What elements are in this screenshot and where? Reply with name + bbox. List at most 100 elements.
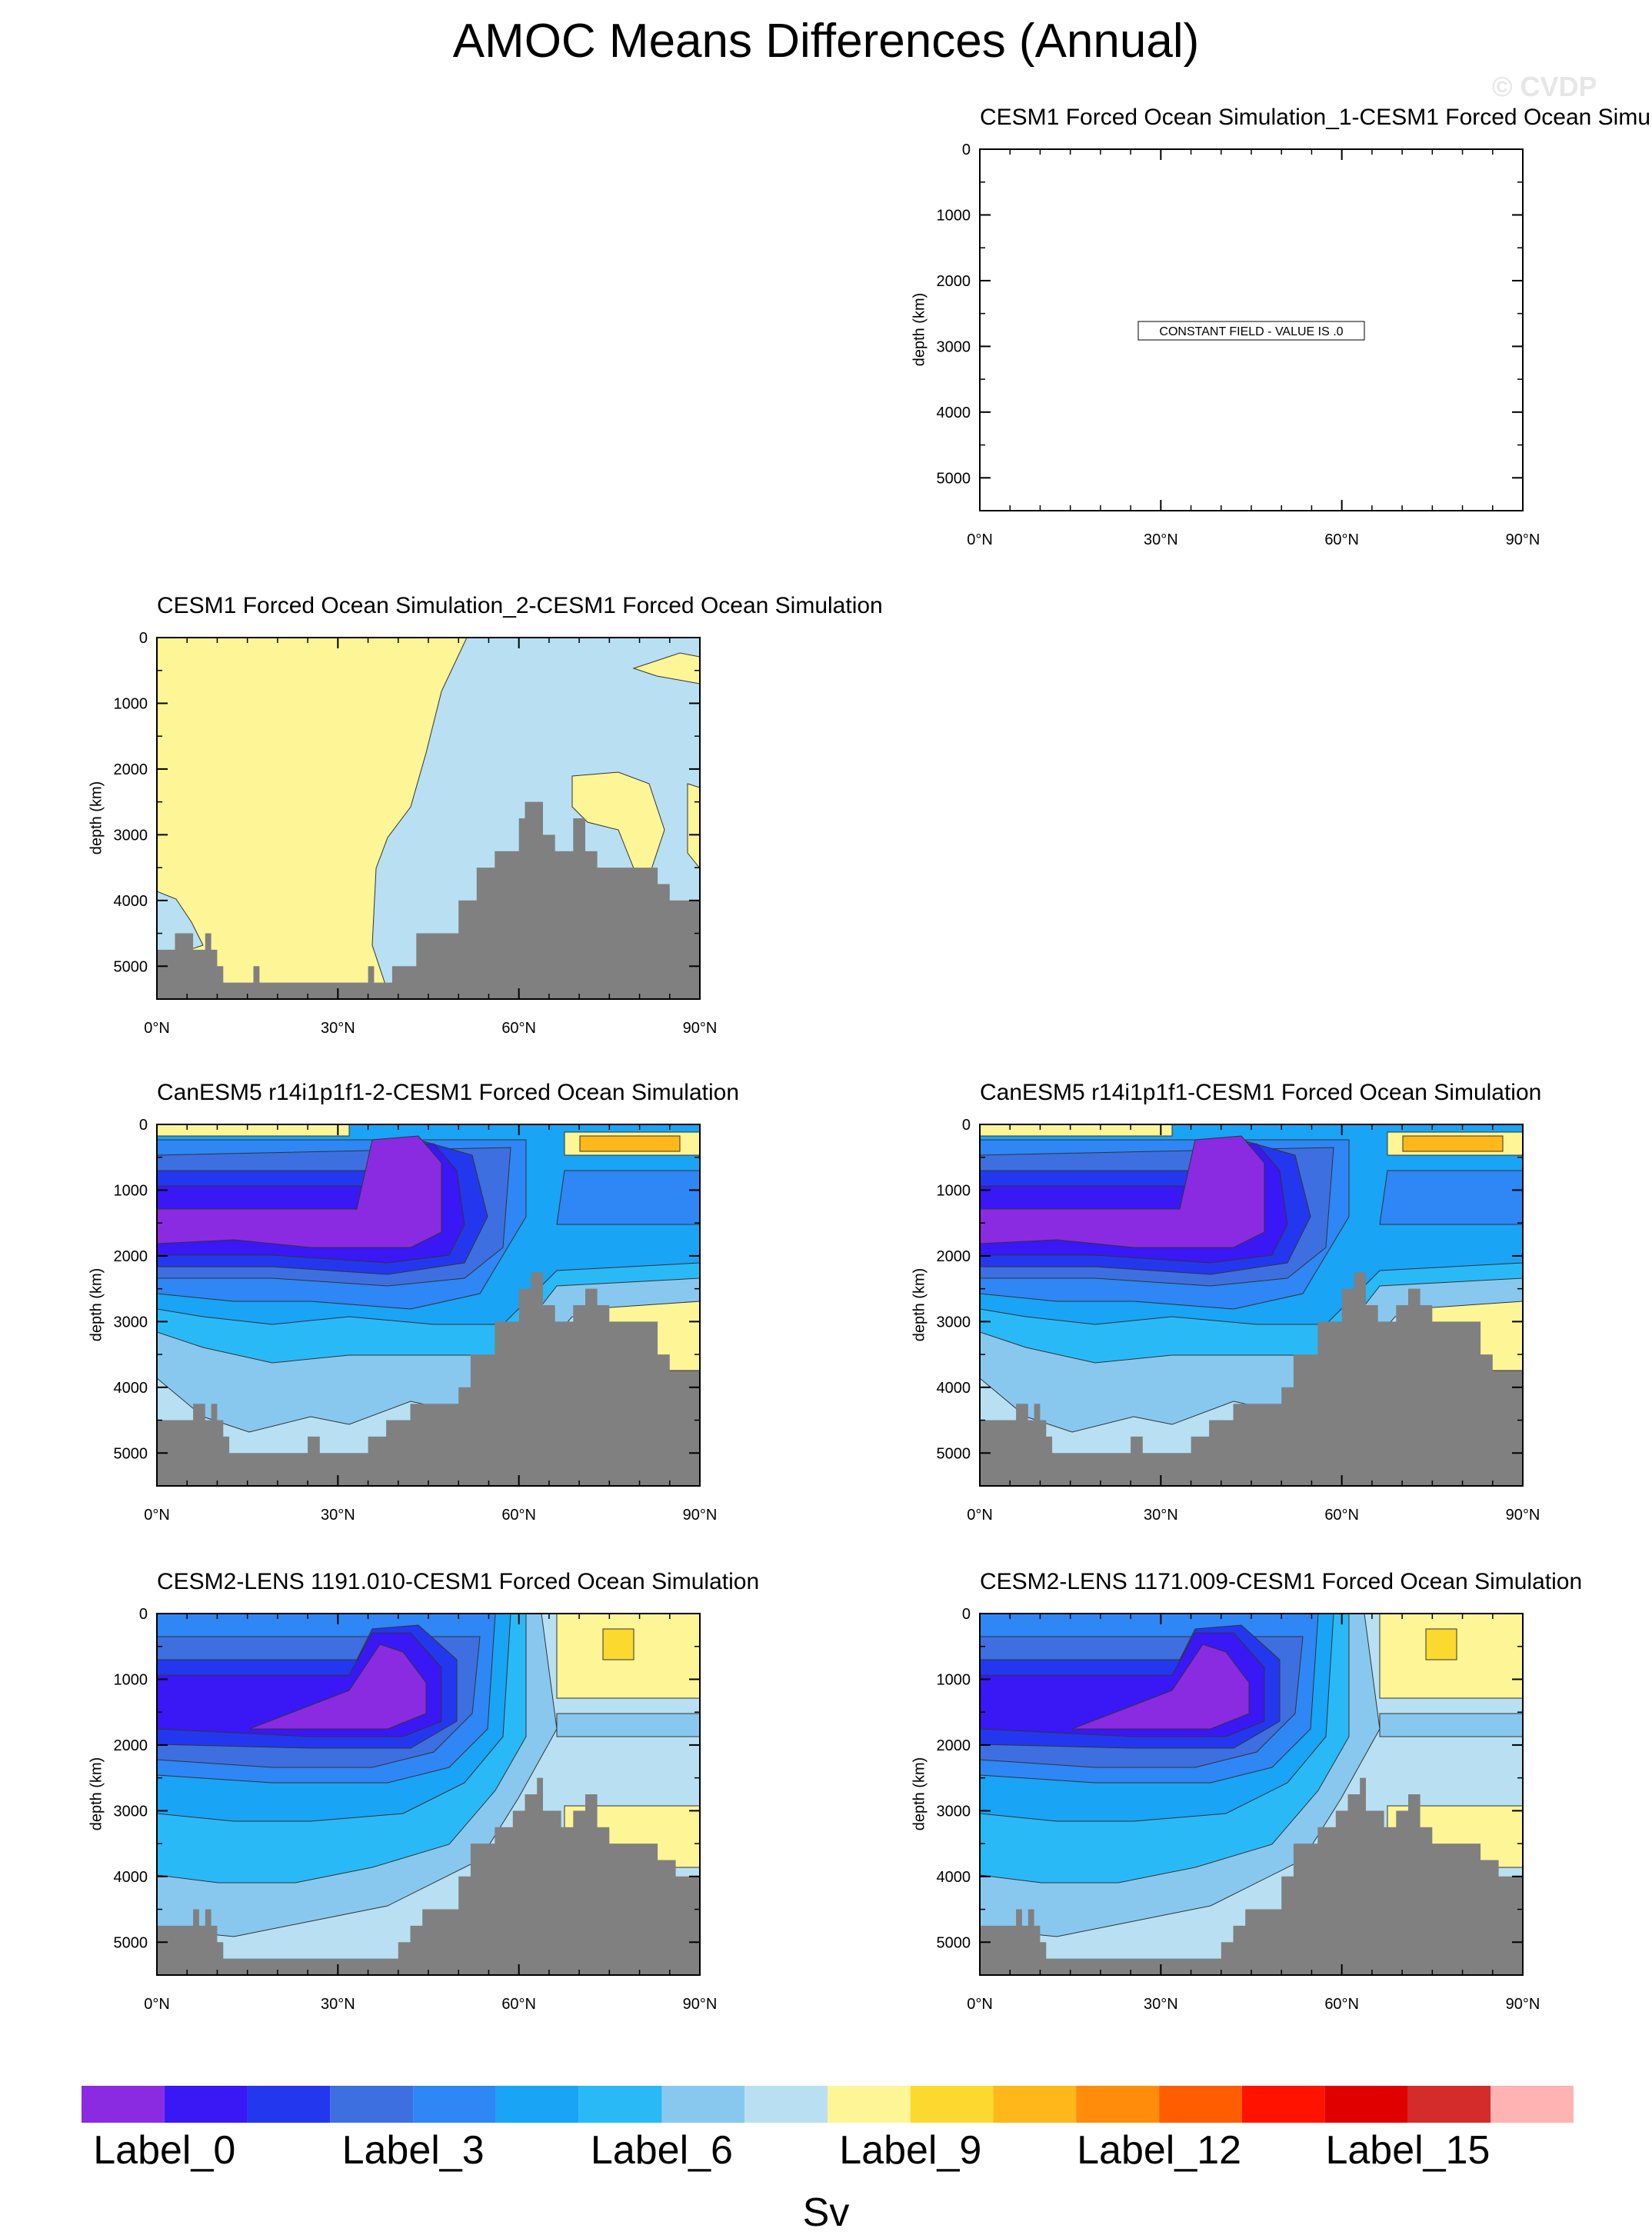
x-tick-label: 90°N	[1506, 1996, 1540, 2013]
colorbar-swatch	[993, 2086, 1077, 2123]
y-tick-label: 5000	[114, 958, 148, 975]
colorbar-swatch	[413, 2086, 496, 2123]
y-tick-label: 3000	[937, 1803, 971, 1820]
panel-title: CESM1 Forced Ocean Simulation_2-CESM1 Fo…	[157, 593, 883, 618]
contour-fill	[632, 652, 700, 684]
colorbar-swatch	[1324, 2086, 1408, 2123]
y-tick-label: 3000	[114, 1314, 148, 1331]
contour-fill	[1379, 1713, 1523, 1737]
contour-fill	[602, 1628, 634, 1660]
contour-plot-p1: CONSTANT FIELD - VALUE IS .0 0 1000 2000 300…	[937, 142, 1540, 548]
colorbar-units: Sv	[802, 2190, 850, 2235]
x-tick-label: 30°N	[321, 1996, 355, 2013]
x-tick-label: 60°N	[501, 1020, 536, 1037]
x-tick-label: 0°N	[144, 1996, 170, 2013]
y-tick-label: 4000	[937, 1380, 971, 1397]
colorbar-swatch	[1076, 2086, 1160, 2123]
y-tick-label: 4000	[114, 1869, 148, 1886]
colorbar-swatch	[910, 2086, 994, 2123]
panel-title: CanESM5 r14i1p1f1-CESM1 Forced Ocean Sim…	[980, 1080, 1542, 1105]
y-tick-label: 3000	[937, 1314, 971, 1331]
colorbar-swatch	[330, 2086, 414, 2123]
x-tick-label: 0°N	[144, 1507, 170, 1524]
colorbar-swatch	[164, 2086, 248, 2123]
panel-p6: CESM2-LENS 1171.009-CESM1 Forced Ocean S…	[911, 1569, 1583, 2033]
y-tick-label: 3000	[114, 827, 148, 844]
x-tick-label: 30°N	[321, 1020, 355, 1037]
panel-p3: CanESM5 r14i1p1f1-2-CESM1 Forced Ocean S…	[88, 1080, 740, 1544]
contour-plot-p6: 0 1000 2000 3000 4000 5000 0°N 30°N 60°N 90°N	[937, 1606, 1540, 2013]
y-tick-label: 0	[962, 142, 971, 158]
y-tick-label: 0	[139, 1606, 148, 1623]
y-axis-label: depth (km)	[911, 292, 928, 367]
contour-fill	[980, 1135, 1265, 1248]
y-axis-label: depth (km)	[88, 781, 105, 855]
x-tick-label: 90°N	[683, 1507, 718, 1524]
y-tick-label: 5000	[114, 1934, 148, 1951]
bathymetry-mask	[980, 1272, 1523, 1486]
y-tick-label: 4000	[937, 1869, 971, 1886]
bathymetry-mask	[157, 1777, 700, 1975]
x-tick-label: 60°N	[1324, 531, 1359, 548]
x-tick-label: 90°N	[683, 1020, 718, 1037]
y-axis-label: depth (km)	[911, 1757, 928, 1831]
y-tick-label: 2000	[114, 1737, 148, 1754]
contour-fill	[556, 1170, 700, 1225]
colorbar: Label_0 Label_3 Label_6 Label_9 Label_12 Labe…	[82, 2086, 1574, 2224]
x-tick-label: 30°N	[1144, 1996, 1178, 2013]
y-tick-label: 5000	[937, 470, 971, 487]
colorbar-swatch	[578, 2086, 662, 2123]
colorbar-swatches	[82, 2086, 1574, 2123]
colorbar-swatch	[1490, 2086, 1574, 2123]
y-axis-label: depth (km)	[88, 1267, 105, 1342]
x-tick-label: 90°N	[1506, 531, 1540, 548]
colorbar-swatch	[82, 2086, 165, 2123]
bathymetry-mask	[157, 1272, 700, 1486]
x-tick-label: 0°N	[967, 531, 993, 548]
constant-field-box: CONSTANT FIELD - VALUE IS .0	[1137, 321, 1365, 341]
colorbar-swatch	[1407, 2086, 1491, 2123]
watermark: © CVDP	[1492, 71, 1597, 102]
contour-fill	[556, 1713, 700, 1737]
colorbar-label: Label_0	[93, 2128, 236, 2173]
contour-fill	[1071, 1644, 1250, 1730]
y-tick-label: 4000	[937, 405, 971, 421]
y-tick-label: 1000	[114, 1182, 148, 1199]
colorbar-label: Label_15	[1325, 2128, 1490, 2173]
colorbar-swatch	[744, 2086, 828, 2123]
y-axis-label: depth (km)	[911, 1267, 928, 1342]
y-tick-label: 1000	[937, 207, 971, 224]
contour-plot-p5: 0 1000 2000 3000 4000 5000 0°N 30°N 60°N 90°N	[114, 1606, 718, 2013]
panel-p1: CESM1 Forced Ocean Simulation_1-CESM1 Fo…	[911, 105, 1652, 569]
page-title: AMOC Means Differences (Annual)	[452, 15, 1200, 68]
colorbar-swatch	[495, 2086, 579, 2123]
contour-plot-p4: 0 1000 2000 3000 4000 5000 0°N 30°N 60°N 90°N	[937, 1117, 1540, 1524]
y-tick-label: 3000	[937, 338, 971, 355]
y-tick-label: 0	[962, 1117, 971, 1134]
colorbar-swatch	[247, 2086, 331, 2123]
contour-fill	[248, 1644, 427, 1730]
y-tick-label: 4000	[114, 893, 148, 910]
colorbar-label: Label_12	[1077, 2128, 1242, 2173]
colorbar-swatch	[828, 2086, 911, 2123]
x-tick-label: 60°N	[1324, 1996, 1359, 2013]
colorbar-swatch	[661, 2086, 745, 2123]
y-tick-label: 2000	[114, 761, 148, 778]
contour-fill	[157, 1124, 350, 1137]
colorbar-swatch	[1159, 2086, 1242, 2123]
y-tick-label: 1000	[114, 1671, 148, 1688]
contour-fill	[980, 1124, 1173, 1137]
x-tick-label: 60°N	[501, 1507, 536, 1524]
colorbar-swatch	[1241, 2086, 1325, 2123]
x-tick-label: 90°N	[1506, 1507, 1540, 1524]
contour-fill	[1402, 1135, 1504, 1152]
y-tick-label: 0	[962, 1606, 971, 1623]
contour-fill	[157, 1135, 442, 1248]
y-tick-label: 2000	[114, 1248, 148, 1265]
bathymetry-mask	[980, 1777, 1523, 1975]
contour-plot-p2: 0 1000 2000 3000 4000 5000 0°N 30°N 60°N 90°N	[114, 630, 718, 1037]
x-tick-label: 30°N	[1144, 1507, 1178, 1524]
x-tick-label: 30°N	[321, 1507, 355, 1524]
x-tick-label: 0°N	[967, 1507, 993, 1524]
y-tick-label: 0	[139, 1117, 148, 1134]
